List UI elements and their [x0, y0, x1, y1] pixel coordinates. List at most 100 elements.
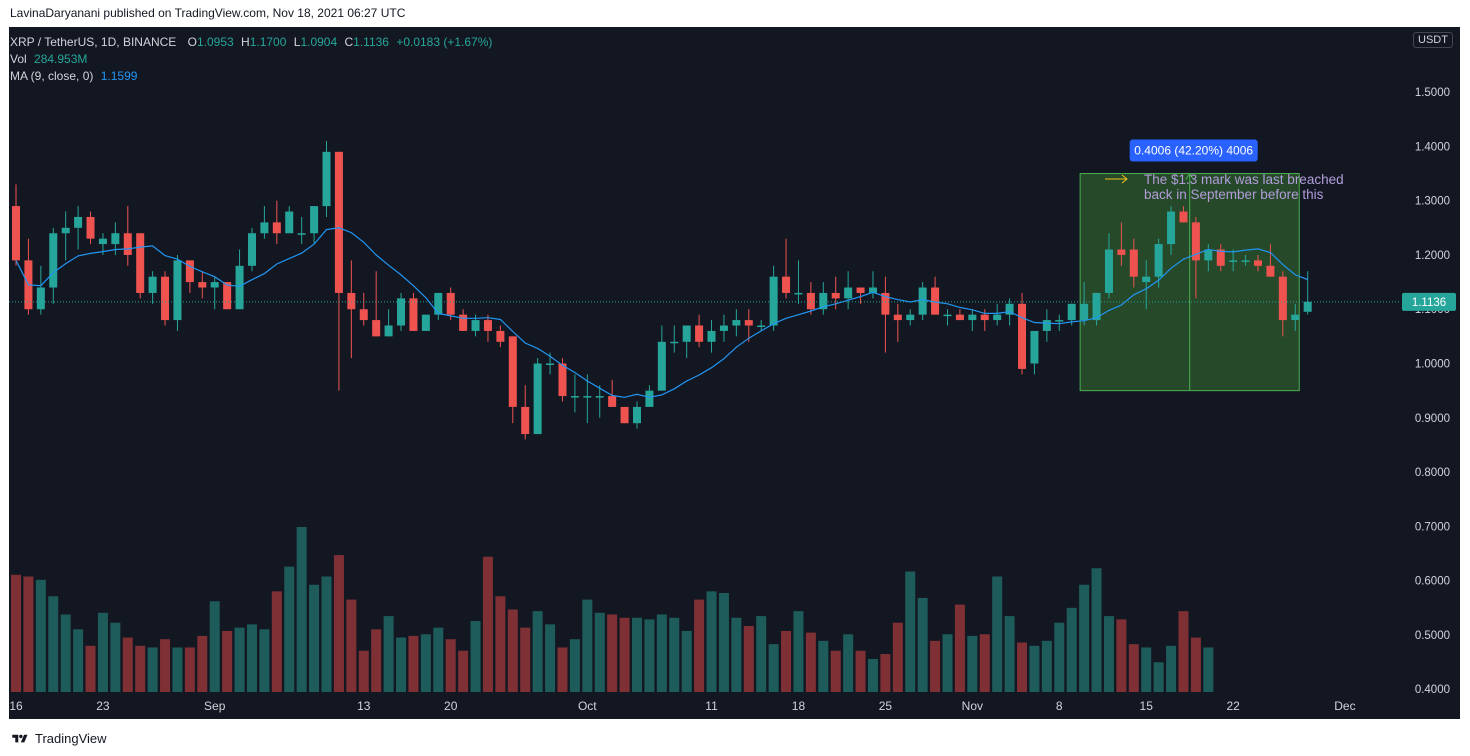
- publication-line: LavinaDaryanani published on TradingView…: [10, 6, 406, 20]
- volume-bar: [135, 645, 146, 692]
- candle-body: [285, 211, 294, 234]
- candle-body: [161, 276, 170, 321]
- candle-body: [707, 330, 716, 342]
- footer-brand[interactable]: TradingView: [10, 731, 107, 746]
- volume-bar: [396, 637, 407, 692]
- price-tick-label: 0.8000: [1415, 467, 1450, 479]
- candle-body: [521, 406, 530, 435]
- time-tick-label: 13: [357, 699, 371, 713]
- candle-body: [1018, 303, 1027, 369]
- volume-bar: [520, 627, 531, 692]
- volume-bar: [892, 622, 903, 692]
- volume-bar: [644, 619, 655, 692]
- candle-body: [148, 276, 157, 293]
- candle-body: [235, 265, 244, 310]
- candle-body: [459, 314, 468, 331]
- change-value: +0.0183 (+1.67%): [396, 35, 493, 49]
- candle-body: [1266, 265, 1275, 277]
- candle-body: [247, 233, 256, 266]
- volume-bar: [346, 599, 357, 692]
- volume-bar: [284, 566, 295, 692]
- candle-body: [608, 396, 617, 407]
- candle-body: [980, 314, 989, 321]
- candle-body: [86, 216, 95, 239]
- candle-body: [359, 309, 368, 321]
- candle-body: [657, 341, 666, 391]
- candlestick-chart[interactable]: 0.4006 (42.20%) 4006 1.60001.50001.40001…: [9, 27, 1460, 719]
- candle-body: [682, 325, 691, 342]
- candle-body: [782, 276, 791, 293]
- candle-body: [1129, 249, 1138, 277]
- volume-bar: [880, 654, 891, 692]
- time-tick-label: 18: [792, 699, 806, 713]
- time-tick-label: 25: [879, 699, 893, 713]
- volume-bar: [917, 597, 928, 692]
- volume-bar: [1103, 616, 1114, 692]
- volume-bar: [259, 629, 270, 692]
- volume-bar: [383, 616, 394, 692]
- volume-bar: [979, 634, 990, 692]
- candle-body: [1278, 276, 1287, 321]
- volume-bar: [371, 629, 382, 692]
- volume-bar: [781, 630, 792, 692]
- volume-bar: [1190, 637, 1201, 692]
- volume-bar: [557, 647, 568, 692]
- ma-value: 1.1599: [100, 69, 138, 83]
- candle-body: [881, 292, 890, 315]
- price-tick-label: 0.7000: [1415, 521, 1450, 533]
- candle-body: [918, 287, 927, 315]
- volume-bar: [408, 635, 419, 692]
- volume-bar: [731, 617, 742, 692]
- candle-body: [719, 325, 728, 331]
- candle-body: [1092, 292, 1101, 321]
- chart-legend: XRP / TetherUS, 1D, BINANCE O1.0953 H1.1…: [10, 34, 492, 85]
- volume-bar: [172, 647, 183, 692]
- candle-body: [1030, 330, 1039, 364]
- candle-body: [844, 287, 853, 299]
- time-tick-label: 16: [9, 699, 23, 713]
- candle-body: [670, 341, 679, 344]
- volume-bar: [1041, 640, 1052, 692]
- currency-button[interactable]: USDT: [1413, 32, 1453, 48]
- candle-body: [1055, 320, 1064, 322]
- volume-bar: [830, 650, 841, 692]
- time-tick-label: 23: [96, 699, 110, 713]
- volume-bar: [1128, 644, 1139, 692]
- candle-body: [806, 292, 815, 310]
- candle-body: [595, 396, 604, 398]
- volume-bar: [619, 617, 630, 692]
- volume-bar: [843, 634, 854, 692]
- candle-body: [1179, 211, 1188, 223]
- volume-bar: [1091, 568, 1102, 692]
- candle-body: [272, 222, 281, 234]
- time-tick-label: 22: [1226, 699, 1240, 713]
- candle-body: [794, 292, 803, 295]
- volume-bar: [582, 599, 593, 692]
- candle-body: [1216, 249, 1225, 266]
- candle-body: [483, 320, 492, 331]
- footer-brand-label: TradingView: [35, 731, 107, 746]
- ma-line: [15, 227, 1308, 398]
- candle-body: [297, 233, 306, 235]
- chart-frame[interactable]: 0.4006 (42.20%) 4006 1.60001.50001.40001…: [9, 27, 1460, 719]
- volume-bar: [1153, 662, 1164, 692]
- candles: [12, 140, 1312, 440]
- volume-bar: [569, 639, 580, 692]
- volume-bar: [296, 527, 307, 692]
- low-value: 1.0904: [300, 35, 338, 49]
- candle-body: [993, 314, 1002, 321]
- low-label: L: [293, 35, 301, 49]
- volume-bar: [321, 576, 332, 692]
- candle-body: [185, 260, 194, 283]
- high-label: H: [241, 35, 250, 49]
- candle-body: [49, 233, 58, 288]
- volume-bar: [1116, 619, 1127, 692]
- candle-body: [570, 396, 579, 398]
- volume-bar: [507, 609, 518, 692]
- candle-body: [1080, 303, 1089, 321]
- candle-body: [558, 363, 567, 397]
- time-tick-label: Sep: [204, 699, 226, 713]
- volume-bar: [656, 614, 667, 692]
- volume-bar: [743, 626, 754, 692]
- candle-body: [260, 222, 269, 234]
